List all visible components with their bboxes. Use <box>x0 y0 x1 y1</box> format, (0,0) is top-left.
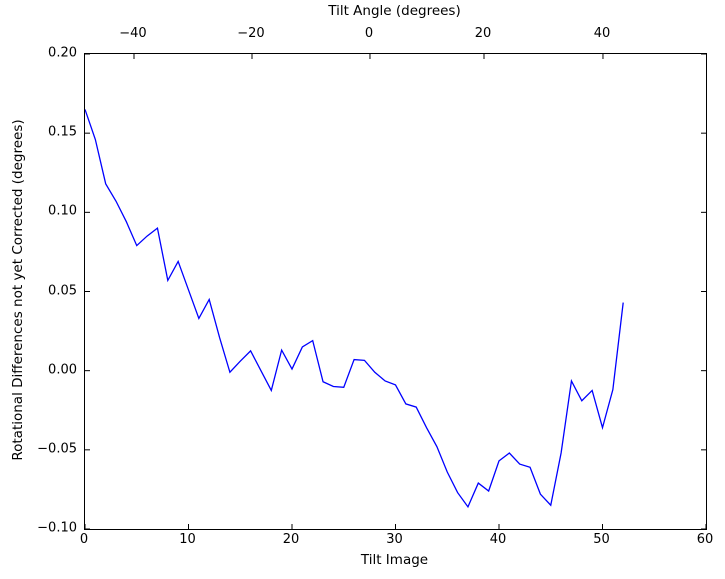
top-tick-label: 40 <box>593 26 611 41</box>
x-tick-label: 40 <box>489 532 507 547</box>
y-axis-label-text: Rotational Differences not yet Corrected… <box>10 119 26 461</box>
x-tick-label: 20 <box>282 532 300 547</box>
top-tick-label: 20 <box>474 26 492 41</box>
y-tick-label: 0.15 <box>48 124 77 140</box>
top-tick-label: 0 <box>364 26 374 41</box>
x-tick-label: 10 <box>179 532 196 547</box>
y-tick-label: −0.10 <box>37 520 77 536</box>
x-tick-label: 50 <box>593 532 610 547</box>
y-tick-label: 0.20 <box>48 45 77 61</box>
plot-area <box>84 53 707 530</box>
top-axis-title: Tilt Angle (degrees) <box>328 3 461 19</box>
x-tick-label: 30 <box>386 532 403 547</box>
top-tick-label: −40 <box>119 26 147 41</box>
y-tick-label: −0.05 <box>37 441 77 457</box>
x-axis-label: Tilt Image <box>360 552 429 568</box>
plot-canvas <box>85 54 706 529</box>
y-tick-label: 0.05 <box>48 283 77 298</box>
x-tick-label: 0 <box>79 532 89 547</box>
y-tick-label: 0.10 <box>48 203 77 219</box>
top-tick-label: −20 <box>237 26 265 41</box>
y-tick-label: 0.00 <box>48 362 77 378</box>
x-tick-label: 60 <box>696 532 714 547</box>
data-line <box>85 109 624 509</box>
